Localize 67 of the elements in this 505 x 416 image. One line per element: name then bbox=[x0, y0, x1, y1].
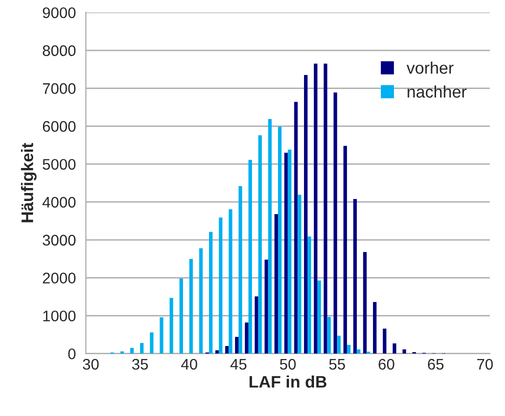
bar bbox=[392, 343, 396, 354]
bar bbox=[346, 344, 351, 354]
bar bbox=[314, 64, 318, 354]
bar bbox=[334, 92, 338, 354]
bar bbox=[308, 236, 312, 354]
bar bbox=[209, 232, 213, 354]
y-tick-label: 4000 bbox=[42, 196, 76, 208]
bar bbox=[179, 278, 184, 354]
bar bbox=[382, 328, 386, 354]
y-tick-label: 0 bbox=[68, 348, 76, 360]
bar bbox=[294, 102, 298, 354]
bar bbox=[278, 126, 282, 354]
bar bbox=[304, 75, 308, 354]
bar bbox=[402, 349, 406, 354]
bar bbox=[337, 336, 341, 354]
y-tick-label: 3000 bbox=[42, 234, 76, 246]
y-tick-label: 6000 bbox=[42, 121, 76, 132]
x-tick-label: 55 bbox=[329, 359, 345, 370]
bar bbox=[268, 118, 272, 354]
y-tick-label: 7000 bbox=[42, 83, 76, 94]
bar bbox=[372, 302, 377, 354]
bar bbox=[189, 258, 193, 354]
bar bbox=[324, 64, 328, 354]
bar bbox=[284, 152, 288, 354]
bar bbox=[199, 248, 203, 354]
bar bbox=[130, 348, 134, 354]
bar bbox=[228, 209, 232, 354]
bar bbox=[274, 214, 278, 354]
bar bbox=[254, 296, 258, 354]
bar bbox=[288, 150, 292, 354]
x-tick-label: 40 bbox=[181, 358, 198, 370]
bar bbox=[170, 298, 174, 354]
legend-label: vorher bbox=[406, 62, 454, 74]
bar bbox=[244, 322, 248, 354]
bar bbox=[298, 194, 302, 354]
bar bbox=[353, 198, 357, 354]
y-tick-label: 1000 bbox=[43, 310, 76, 322]
bar bbox=[140, 342, 144, 354]
legend-label: nachher bbox=[408, 85, 466, 98]
x-tick-label: 30 bbox=[82, 358, 99, 370]
bar bbox=[225, 346, 229, 354]
bar bbox=[238, 186, 242, 354]
bar bbox=[150, 332, 154, 354]
x-axis-title: LAF in dB bbox=[250, 375, 326, 388]
bar bbox=[327, 316, 331, 354]
x-tick-label: 45 bbox=[230, 359, 246, 370]
bar bbox=[215, 350, 219, 354]
bar bbox=[264, 260, 268, 354]
y-tick-label: 2000 bbox=[42, 272, 76, 284]
y-tick-label: 5000 bbox=[42, 158, 76, 170]
x-tick-label: 60 bbox=[378, 358, 394, 370]
y-tick-label: 8000 bbox=[42, 45, 76, 56]
y-axis-title: Häufigkeit bbox=[20, 142, 37, 222]
x-tick-label: 70 bbox=[477, 358, 493, 370]
bar bbox=[218, 218, 222, 354]
x-tick-label: 50 bbox=[280, 358, 296, 370]
bar bbox=[343, 146, 347, 354]
y-tick-label: 9000 bbox=[42, 7, 76, 18]
x-tick-label: 35 bbox=[132, 358, 148, 370]
bar bbox=[317, 280, 321, 354]
bar bbox=[248, 160, 252, 354]
bar bbox=[363, 252, 367, 354]
x-tick-label: 65 bbox=[428, 358, 444, 370]
bar bbox=[160, 317, 164, 354]
bar bbox=[356, 349, 360, 354]
bar bbox=[235, 336, 239, 354]
bar bbox=[258, 135, 262, 354]
